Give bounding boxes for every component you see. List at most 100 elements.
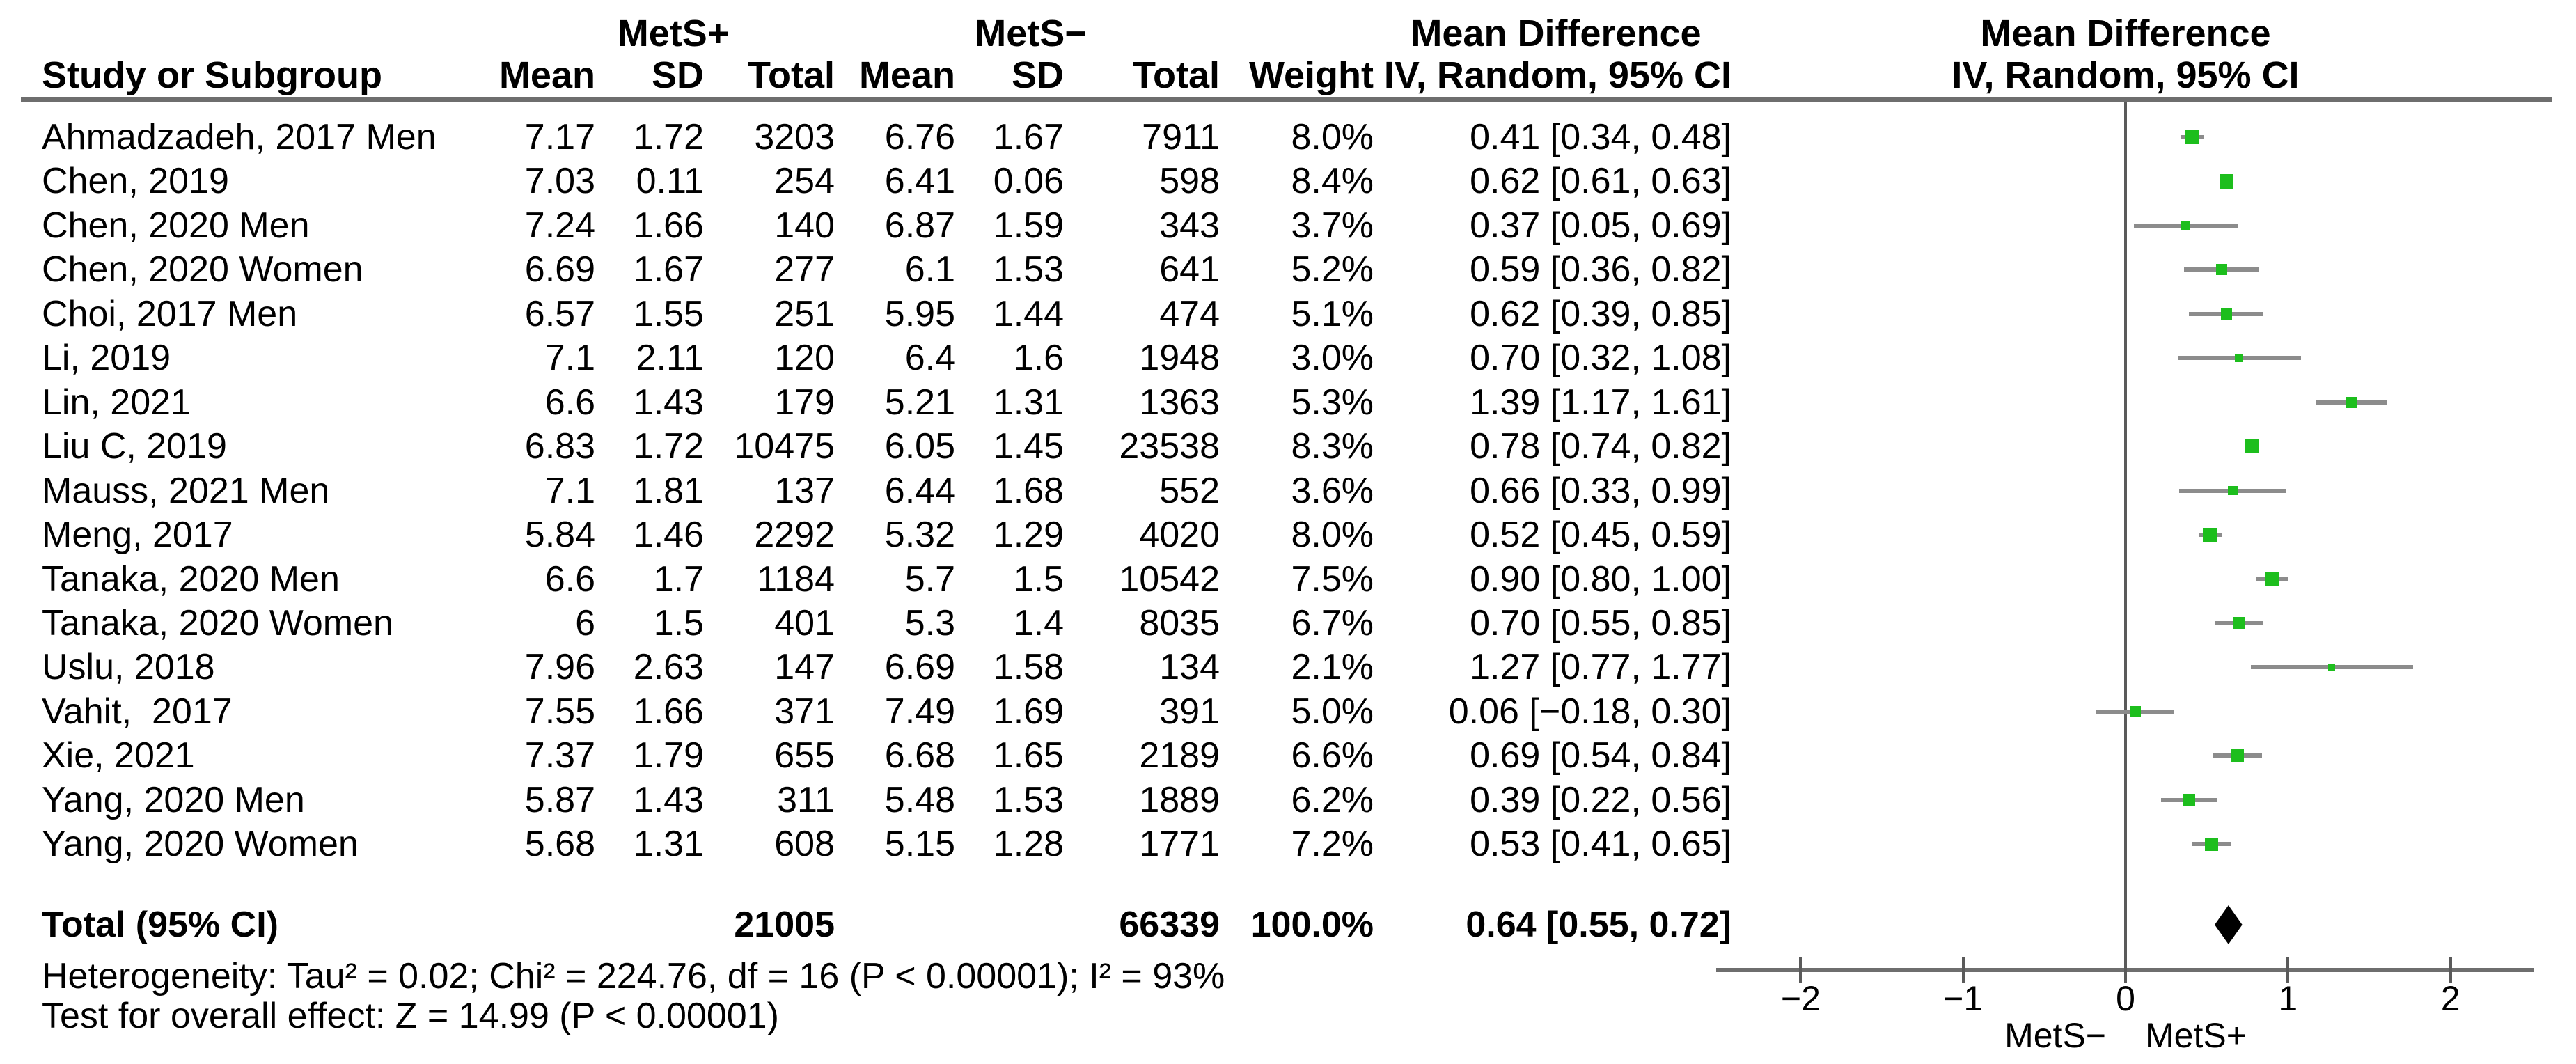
table-row: Chen, 2020 Women 6.69 1.67 277 6.1 1.53 641 5.2… [0,247,2576,292]
study-weight: 2.1% [1291,647,1374,688]
study-name: Li, 2019 [42,338,171,379]
study-ci-text: 0.59 [0.36, 0.82] [1470,249,1731,290]
group1-sd: 1.81 [633,470,704,511]
study-weight: 8.4% [1291,161,1374,202]
study-weight: 6.6% [1291,735,1374,776]
pooled-effect-diamond [2215,905,2243,944]
group2-sd: 1.58 [993,647,1064,688]
group1-total: 120 [774,338,835,379]
axis-tick [1961,957,1965,983]
group1-mean: 7.55 [524,691,595,732]
group2-total: 1363 [1139,382,1220,423]
group2-sd: 1.31 [993,382,1064,423]
overall-effect-note: Test for overall effect: Z = 14.99 (P < … [42,996,779,1036]
plot-column-title: Mean Difference [1980,13,2271,54]
group1-sd: 1.72 [633,426,704,467]
group1-sd: 2.63 [633,647,704,688]
group1-mean: 7.1 [544,470,595,511]
group2-mean-header: Mean [858,54,955,96]
group2-mean: 6.69 [884,647,955,688]
axis-tick [2124,957,2127,983]
group1-total: 311 [777,779,835,820]
group2-total: 343 [1159,205,1220,246]
study-weight: 5.0% [1291,691,1374,732]
study-weight: 8.0% [1291,515,1374,556]
study-name: Liu C, 2019 [42,426,227,467]
total-ci-text: 0.64 [0.55, 0.72] [1466,905,1731,945]
group1-total: 608 [774,824,835,865]
group1-sd: 1.67 [633,249,704,290]
zero-reference-line [2124,102,2127,968]
total-weight: 100.0% [1250,905,1374,945]
group1-sd: 1.72 [633,117,704,157]
effect-square-marker [2346,396,2357,408]
study-name: Vahit, 2017 [42,691,233,732]
group2-total: 2189 [1139,735,1220,776]
group1-mean: 6.57 [524,293,595,334]
group2-sd-header: SD [1011,54,1064,96]
group2-total: 23538 [1119,426,1220,467]
study-ci-text: 0.90 [0.80, 1.00] [1470,558,1731,600]
group1-total: 401 [774,602,835,643]
study-weight: 5.3% [1291,382,1374,423]
effect-square-marker [2219,174,2233,189]
study-weight: 6.2% [1291,779,1374,820]
table-row: Tanaka, 2020 Women 6 1.5 401 5.3 1.4 8035 6.7% 0… [0,601,2576,646]
group2-mean: 6.41 [884,161,955,202]
study-name: Yang, 2020 Men [42,779,305,820]
group1-total-header: Total [748,54,835,96]
table-row: Lin, 2021 6.6 1.43 179 5.21 1.31 1363 5.3% 1.39 … [0,380,2576,425]
effect-square-marker [2265,572,2279,586]
table-row: Choi, 2017 Men 6.57 1.55 251 5.95 1.44 474 5.1%… [0,292,2576,336]
axis-tick-label: −2 [1780,979,1821,1018]
group1-sd: 1.66 [633,205,704,246]
group2-total: 391 [1159,691,1220,732]
group2-sd: 1.67 [993,117,1064,157]
study-ci-text: 1.27 [0.77, 1.77] [1470,647,1731,688]
study-column-header: Study or Subgroup [42,54,382,96]
group1-sd: 1.7 [653,558,704,600]
effect-square-marker [2231,749,2244,762]
group1-mean: 7.37 [524,735,595,776]
md-column-subtitle: IV, Random, 95% CI [1383,54,1731,96]
effect-square-marker [2215,264,2227,276]
axis-left-label: MetS− [2004,1016,2106,1055]
total-row: Total (95% CI) 21005 66339 100.0% 0.64 [… [0,902,2576,947]
group2-mean: 5.3 [904,602,955,643]
group2-mean: 5.7 [904,558,955,600]
table-row: Mauss, 2021 Men 7.1 1.81 137 6.44 1.68 552 3.6%… [0,469,2576,513]
table-row: Chen, 2020 Men 7.24 1.66 140 6.87 1.59 343 3.7%… [0,203,2576,248]
effect-square-marker [2233,616,2246,629]
effect-square-marker [2328,664,2336,671]
group2-sd: 1.29 [993,515,1064,556]
group1-sd-header: SD [651,54,704,96]
group1-mean-header: Mean [498,54,595,96]
group2-sd: 1.69 [993,691,1064,732]
plot-column-subtitle: IV, Random, 95% CI [1951,54,2300,96]
table-row: Tanaka, 2020 Men 6.6 1.7 1184 5.7 1.5 10542 7.5… [0,557,2576,602]
study-weight: 5.2% [1291,249,1374,290]
group1-sd: 1.46 [633,515,704,556]
group2-total-header: Total [1133,54,1220,96]
group1-mean: 5.68 [524,824,595,865]
group2-mean: 5.21 [884,382,955,423]
study-name: Meng, 2017 [42,515,233,556]
study-name: Choi, 2017 Men [42,293,298,334]
study-weight: 3.7% [1291,205,1374,246]
group1-mean: 6.6 [544,558,595,600]
group2-mean: 7.49 [884,691,955,732]
study-ci-text: 0.53 [0.41, 0.65] [1470,824,1731,865]
group2-sd: 0.06 [993,161,1064,202]
group1-total: 137 [774,470,835,511]
group1-total: 2292 [754,515,835,556]
group2-mean: 5.95 [884,293,955,334]
study-ci-text: 0.06 [−0.18, 0.30] [1448,691,1731,732]
study-weight: 7.5% [1291,558,1374,600]
group1-mean: 7.17 [524,117,595,157]
study-weight: 7.2% [1291,824,1374,865]
study-name: Chen, 2020 Men [42,205,310,246]
table-row: Ahmadzadeh, 2017 Men 7.17 1.72 3203 6.76 1.67… [0,115,2576,159]
study-name: Yang, 2020 Women [42,824,359,865]
group1-header: MetS+ [617,13,730,54]
study-ci-text: 0.69 [0.54, 0.84] [1470,735,1731,776]
